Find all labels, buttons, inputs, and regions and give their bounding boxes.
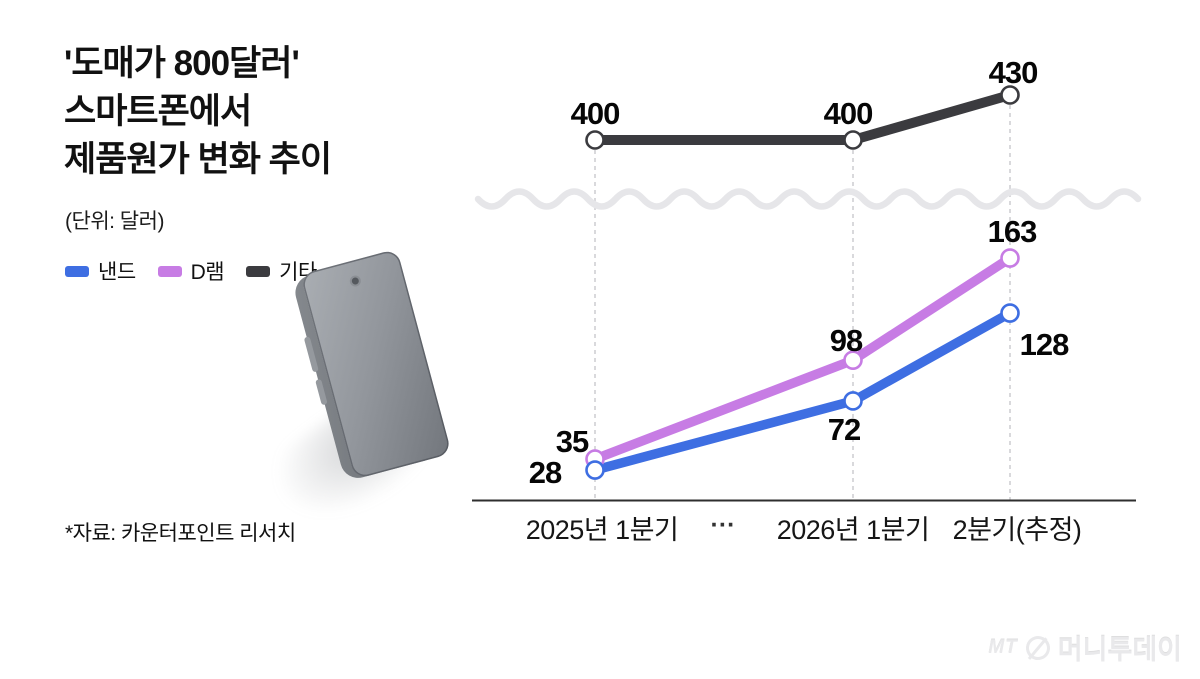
series-line-etc	[590, 90, 1015, 145]
etc-color-swatch	[246, 265, 271, 277]
nand-color-swatch	[65, 265, 89, 277]
x-tick-label: 2분기(추정)	[953, 515, 1082, 545]
title-line-3: 제품원가 변화 추이	[64, 140, 332, 179]
title-line-2: 스마트폰에서	[64, 92, 252, 131]
data-point-marker-nand	[843, 391, 863, 411]
x-tick-label: 2025년 1분기	[526, 515, 679, 545]
data-point-marker-nand	[585, 460, 605, 480]
legend-item-dram: D램	[157, 256, 225, 286]
moneytoday-logo-icon	[1022, 632, 1053, 663]
title-line-1: '도매가 800달러'	[64, 44, 300, 83]
x-axis-gap-label: ···	[711, 511, 736, 539]
watermark-brand-text: 머니투데이	[1057, 635, 1182, 665]
unit-note: (단위: 달러)	[65, 210, 164, 233]
legend-item-nand: 낸드	[65, 256, 136, 286]
page-title: '도매가 800달러' 스마트폰에서 제품원가 변화 추이	[64, 40, 454, 184]
value-label-etc: 430	[989, 55, 1038, 90]
value-label-nand: 28	[529, 455, 562, 490]
moneytoday-watermark: MT 머니투데이	[988, 628, 1182, 667]
value-label-nand: 72	[828, 412, 860, 447]
data-point-marker-dram	[1000, 248, 1020, 268]
value-label-dram: 35	[556, 424, 589, 459]
data-point-marker-etc	[1000, 85, 1020, 105]
series-line-dram	[590, 253, 1015, 464]
legend-label-nand: 낸드	[98, 261, 136, 284]
value-label-nand: 128	[1020, 327, 1069, 362]
data-point-marker-nand	[1000, 303, 1020, 323]
value-label-etc: 400	[571, 96, 620, 131]
data-point-marker-etc	[843, 130, 863, 150]
watermark-mt-text: MT	[988, 636, 1018, 658]
data-point-marker-dram	[843, 350, 863, 370]
value-label-etc: 400	[824, 96, 873, 131]
x-tick-label: 2026년 1분기	[777, 515, 930, 545]
series-line-nand	[590, 308, 1015, 475]
source-note: *자료: 카운터포인트 리서치	[65, 522, 296, 545]
data-point-marker-etc	[585, 130, 605, 150]
value-label-dram: 98	[830, 323, 863, 358]
dram-color-swatch	[157, 265, 182, 277]
legend-label-dram: D램	[190, 261, 225, 284]
value-label-dram: 163	[988, 214, 1037, 249]
axis-break-wave	[474, 188, 1142, 210]
